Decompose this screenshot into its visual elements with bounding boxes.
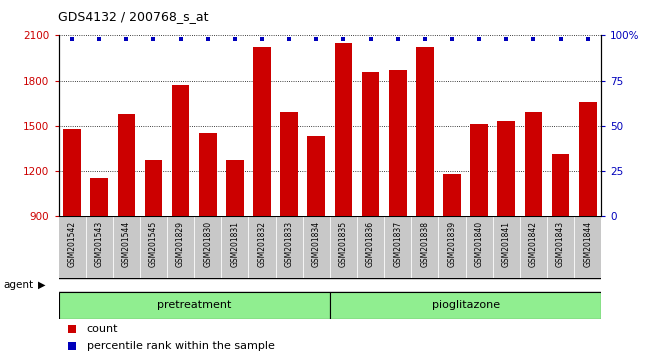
- Text: GSM201838: GSM201838: [421, 221, 430, 267]
- Text: GSM201843: GSM201843: [556, 221, 565, 267]
- Text: GSM201545: GSM201545: [149, 221, 158, 267]
- Text: GSM201841: GSM201841: [502, 221, 511, 267]
- Text: GSM201839: GSM201839: [447, 221, 456, 267]
- Text: percentile rank within the sample: percentile rank within the sample: [86, 341, 274, 351]
- FancyBboxPatch shape: [357, 216, 384, 278]
- FancyBboxPatch shape: [384, 216, 411, 278]
- FancyBboxPatch shape: [465, 216, 493, 278]
- Text: count: count: [86, 324, 118, 333]
- FancyBboxPatch shape: [303, 216, 330, 278]
- Bar: [226, 160, 244, 216]
- Bar: [90, 178, 108, 216]
- Text: GSM201833: GSM201833: [285, 221, 294, 267]
- Text: ▶: ▶: [38, 280, 46, 290]
- FancyBboxPatch shape: [547, 216, 574, 278]
- Bar: [145, 160, 162, 216]
- Text: GSM201836: GSM201836: [366, 221, 375, 267]
- Text: GSM201842: GSM201842: [529, 221, 538, 267]
- FancyBboxPatch shape: [276, 216, 303, 278]
- FancyBboxPatch shape: [411, 216, 439, 278]
- FancyBboxPatch shape: [86, 216, 113, 278]
- Text: GSM201830: GSM201830: [203, 221, 213, 267]
- Bar: [254, 47, 271, 216]
- Text: pioglitazone: pioglitazone: [432, 300, 500, 310]
- Bar: [497, 121, 515, 216]
- FancyBboxPatch shape: [167, 216, 194, 278]
- FancyBboxPatch shape: [221, 216, 248, 278]
- Bar: [389, 70, 406, 216]
- Text: GSM201544: GSM201544: [122, 221, 131, 267]
- FancyBboxPatch shape: [439, 216, 465, 278]
- Text: agent: agent: [3, 280, 33, 290]
- FancyBboxPatch shape: [58, 292, 330, 319]
- FancyBboxPatch shape: [330, 216, 357, 278]
- Text: GSM201840: GSM201840: [474, 221, 484, 267]
- Bar: [118, 114, 135, 216]
- FancyBboxPatch shape: [58, 216, 86, 278]
- Text: GSM201835: GSM201835: [339, 221, 348, 267]
- Text: GSM201542: GSM201542: [68, 221, 77, 267]
- Bar: [172, 85, 189, 216]
- Bar: [335, 43, 352, 216]
- Bar: [552, 154, 569, 216]
- Text: GSM201832: GSM201832: [257, 221, 266, 267]
- FancyBboxPatch shape: [493, 216, 520, 278]
- Text: GDS4132 / 200768_s_at: GDS4132 / 200768_s_at: [58, 10, 209, 23]
- Bar: [443, 174, 461, 216]
- Text: GSM201837: GSM201837: [393, 221, 402, 267]
- Bar: [579, 102, 597, 216]
- Text: GSM201543: GSM201543: [95, 221, 104, 267]
- FancyBboxPatch shape: [574, 216, 601, 278]
- Bar: [362, 72, 380, 216]
- Text: GSM201844: GSM201844: [583, 221, 592, 267]
- FancyBboxPatch shape: [248, 216, 276, 278]
- FancyBboxPatch shape: [113, 216, 140, 278]
- Bar: [280, 112, 298, 216]
- Bar: [63, 129, 81, 216]
- Text: GSM201831: GSM201831: [230, 221, 239, 267]
- Text: GSM201829: GSM201829: [176, 221, 185, 267]
- FancyBboxPatch shape: [520, 216, 547, 278]
- Bar: [525, 112, 542, 216]
- Text: pretreatment: pretreatment: [157, 300, 231, 310]
- Bar: [199, 133, 216, 216]
- Bar: [471, 124, 488, 216]
- Bar: [307, 136, 325, 216]
- Text: GSM201834: GSM201834: [312, 221, 321, 267]
- FancyBboxPatch shape: [330, 292, 601, 319]
- Bar: [416, 47, 434, 216]
- FancyBboxPatch shape: [140, 216, 167, 278]
- FancyBboxPatch shape: [194, 216, 221, 278]
